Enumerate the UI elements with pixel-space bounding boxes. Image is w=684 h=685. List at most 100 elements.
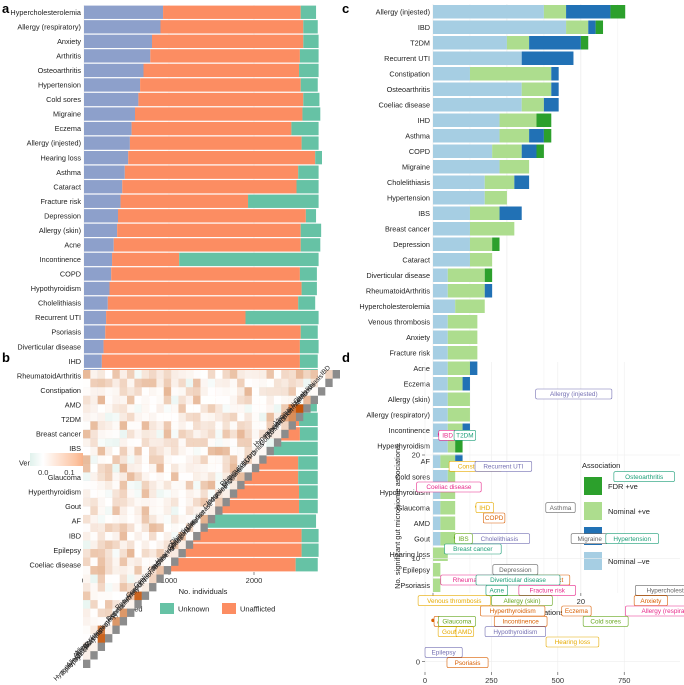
c-bar-nominal-ve-cataract [469,253,493,267]
b-heatmap-cell-hypothyroidism-copd [90,455,98,464]
b-heatmap-cell-af-gout [222,438,231,447]
c-category-label: Incontinence [389,426,430,435]
b-heatmap-cell-anxiety-osteoarthritis [141,523,150,532]
b-heatmap-cell-amd-ibd [310,370,319,379]
a-legend-swatch-unafflicted [222,603,236,614]
a-bar-afflicted-anxiety [84,34,152,49]
c-category-label: Constipation [389,69,430,78]
d-label-box [438,616,476,627]
d-label-box [493,616,548,627]
b-heatmap-cell-cold-sores-hypercholesterolemia [229,404,238,413]
b-heatmap-cell-fracture-risk-af [178,497,186,507]
b-heatmap-cell-t2dm-cholelithiasis [281,378,289,388]
b-heatmap-cell-eczema-hearing-loss [105,540,113,549]
b-heatmap-cell-asthma-copd [127,455,135,464]
a-bar-unafflicted-migraine [135,107,303,121]
c-bar-nominal-ve-t2dm [506,36,530,50]
b-heatmap-cell-diverticular-disease-rheumatoid-arthritis [215,446,223,456]
b-heatmap-cell-coeliac-disease-hypertension [171,412,179,422]
b-heatmap-cell-ibs-cholelithiasis [163,378,172,388]
c-bar-nominal-ve-venous-thrombosis [447,315,478,329]
b-heatmap-cell-eczema-anxiety [105,591,113,601]
b-heatmap-cell-cataract-af [207,497,216,507]
c-category-label: Psoriasis [400,581,430,590]
b-heatmap-cell-anxiety-glaucoma [141,531,150,541]
b-heatmap-cell-migraine-rheumatoid-arthritis [244,446,253,456]
a-bar-unafflicted-hypercholesterolemia [163,5,301,19]
b-heatmap-cell-asthma-diverticular-disease [127,506,135,515]
b-heatmap-cell-coeliac-disease-copd [171,455,179,464]
b-heatmap-cell-allergy-skin-coeliac-disease [97,557,106,567]
b-heatmap-cell-psoriasis-hypercholesterolemia [251,404,260,413]
b-heatmap-cell-glaucoma-cold-sores [193,489,201,498]
a-bar-unknown-hypercholesterolemia [300,5,317,19]
a-category-label: Cold sores [46,95,81,104]
b-heatmap-cell-epilepsy-incontinence [83,480,91,490]
b-heatmap-cell-allergy-injested-cholelithiasis [112,378,120,388]
b-heatmap-cell-osteoarthritis-cholelithiasis [200,378,209,388]
b-heatmap-cell-ibs-gout [163,438,172,447]
c-bar-nominal-ve-fracture-risk [433,346,448,360]
b-heatmap-cell-anxiety-hearing-loss [141,540,150,549]
a-category-label: Recurrent UTI [35,313,81,322]
b-heatmap-cell-allergy-injested-amd [112,395,120,405]
a-category-label: Incontinence [40,255,81,264]
c-bar-nominal-ve-anxiety [447,330,478,344]
b-heatmap-cell-coeliac-disease-glaucoma [171,531,179,541]
b-heatmap-cell-epilepsy-psoriasis [83,463,91,473]
b-heatmap-cell-epilepsy-rheumatoid-arthritis [83,446,91,456]
b-heatmap-cell-depression-hypertension [134,412,142,422]
a-category-label: Constipation [40,386,81,395]
b-heatmap-cell-allergy-skin-af [97,497,106,507]
b-heatmap-cell-hearing-loss-psoriasis [185,463,194,473]
panel-letter-d: d [342,350,350,365]
a-bar-unknown-allergy-skin [300,223,322,238]
a-bar-unafflicted-hearing-loss [128,150,316,165]
b-heatmap-cell-hearing-loss-migraine [185,472,194,481]
b-heatmap-cell-glaucoma-cataract [193,514,201,524]
c-bar-fdr-ve-eczema [462,377,470,391]
a-bar-unafflicted-allergy-skin [117,223,301,238]
b-heatmap-cell-allergy-skin-recurrent-uti [97,582,106,592]
c-legend-swatch-fdr-ve [584,477,602,495]
b-heatmap-cell-asthma-ibd [127,370,135,379]
a-category-label: T2DM [61,415,81,424]
b-heatmap-cell-constipation-fracture-risk [156,548,164,558]
b-diagonal-cell [185,540,194,549]
b-heatmap-cell-diverticular-disease-ihd [215,421,223,430]
c-bar-nominal-ve-coeliac-disease [433,98,522,112]
b-heatmap-cell-glaucoma-cholelithiasis [193,378,201,388]
d-point-label: Depression [499,567,532,574]
b-heatmap-cell-allergy-respiratory-amd [119,395,128,405]
a-category-label: Migraine [53,110,81,119]
b-diagonal-cell [207,514,216,524]
b-heatmap-cell-anxiety-migraine [141,472,150,481]
b-heatmap-cell-constipation-ibd [156,370,164,379]
d-point-label: Gout [442,629,456,636]
b-heatmap-cell-allergy-skin-hearing-loss [97,540,106,549]
b-heatmap-cell-migraine-cholelithiasis [244,378,253,388]
b-heatmap-cell-asthma-ihd [127,421,135,430]
b-heatmap-cell-recurrent-uti-hypertension [149,412,157,422]
c-bar-fdr-ve-cholelithiasis [514,175,530,189]
b-heatmap-cell-recurrent-uti-psoriasis [149,463,157,473]
b-heatmap-cell-migraine-amd [244,395,253,405]
b-diagonal-cell [251,463,260,473]
d-point-label: IBS [458,536,468,543]
c-bar-fdr-ve-ibd [588,20,596,34]
c-category-label: IHD [417,116,430,125]
b-diagonal-cell [244,472,252,481]
c-bar-nominal-ve-ibd [566,20,589,34]
b-heatmap-cell-hypothyroidism-cholelithiasis [90,378,98,388]
a-bar-afflicted-migraine [84,107,135,121]
d-label-box [444,543,502,555]
c-xtick-label: 20 [577,597,585,606]
b-heatmap-cell-hypothyroidism-constipation [90,574,98,584]
b-heatmap-cell-epilepsy-ihd [83,421,91,430]
b-heatmap-cell-allergy-injested-coeliac-disease [112,557,120,567]
b-heatmap-cell-diverticular-disease-t2dm [215,429,223,439]
a-bar-afflicted-fracture-risk [84,194,121,208]
d-point-label: Asthma [550,505,572,512]
b-heatmap-cell-ihd-hypertension [288,412,297,422]
